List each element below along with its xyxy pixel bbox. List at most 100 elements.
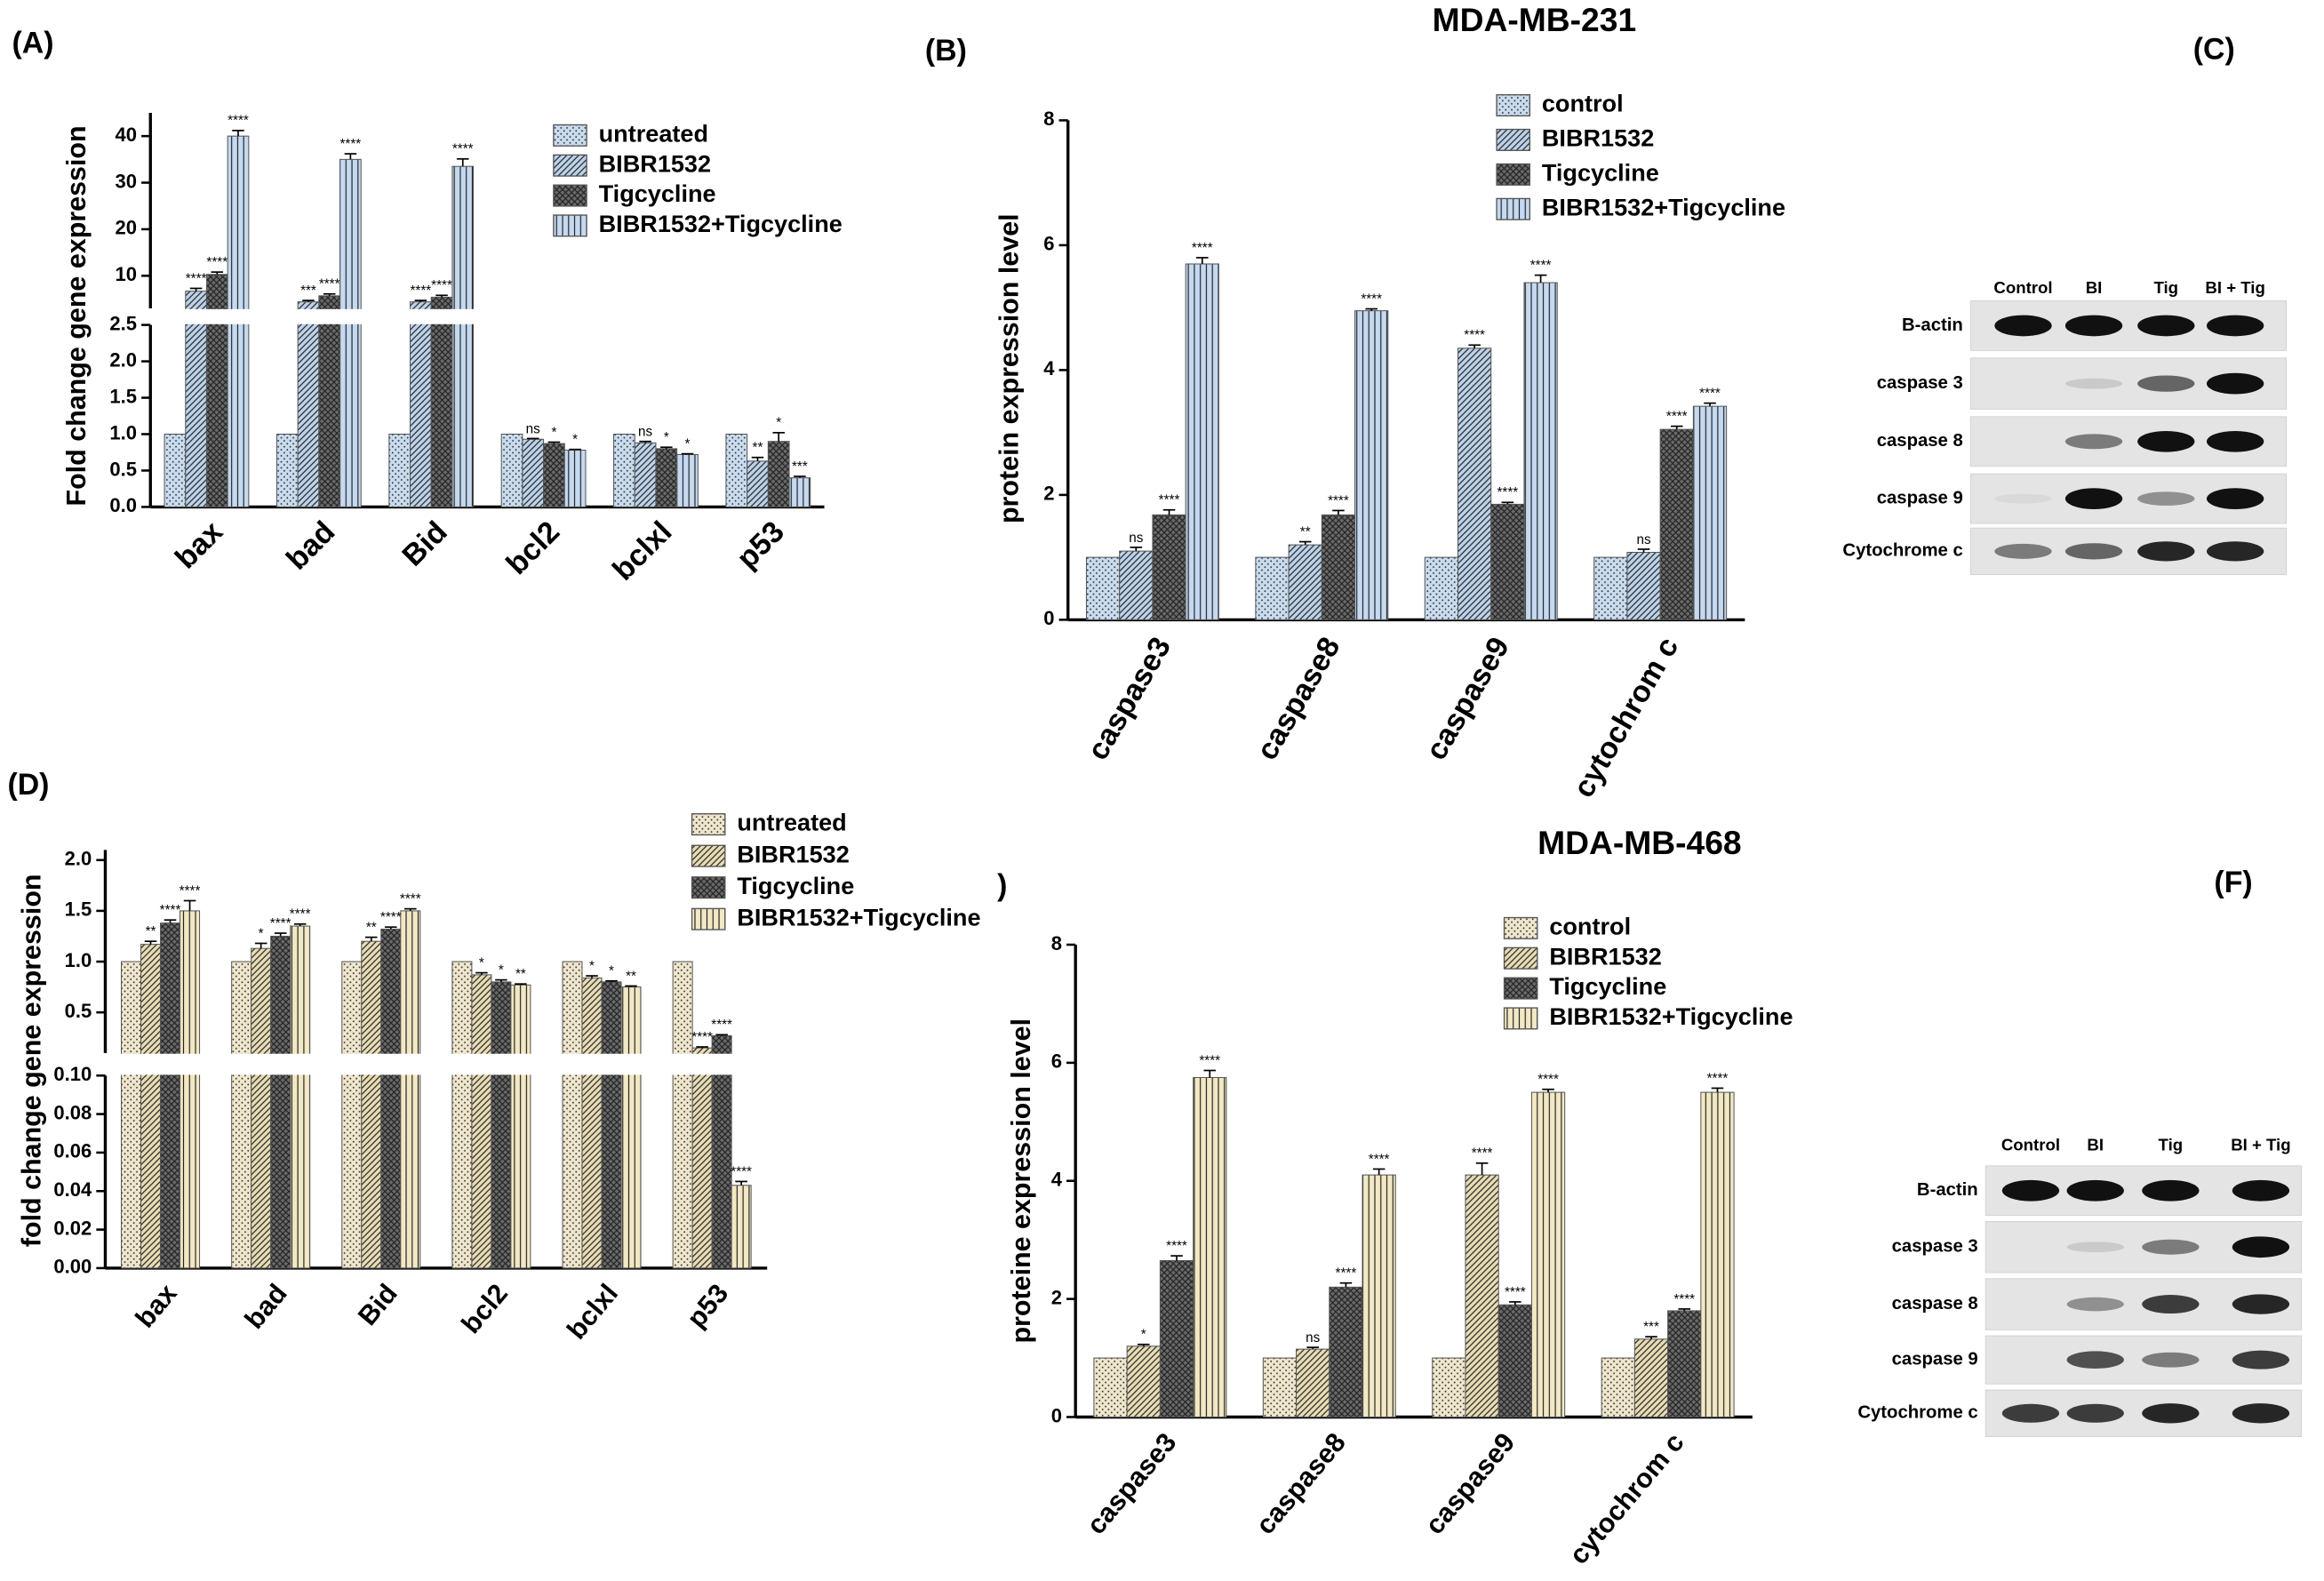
blot-band (2137, 541, 2195, 562)
y-tick-label: 0 (1043, 607, 1054, 629)
significance-label: ns (1306, 1330, 1320, 1345)
significance-label: ** (366, 920, 377, 935)
legend-label: BIBR1532+Tigcycline (737, 903, 980, 930)
blot-band (1994, 493, 2052, 504)
significance-label: **** (1530, 258, 1552, 273)
significance-label: ** (753, 441, 763, 456)
y-tick-label: 4 (1051, 1169, 1063, 1191)
significance-label: **** (290, 907, 311, 922)
legend-label: BIBR1532+Tigcycline (599, 210, 843, 237)
y-tick-label: 0.5 (65, 1000, 92, 1022)
significance-label: * (572, 433, 578, 448)
bar (747, 460, 769, 507)
significance-label: **** (270, 916, 291, 931)
blot-band (2064, 434, 2123, 450)
significance-label: ** (515, 967, 526, 982)
y-tick-label: 8 (1043, 108, 1054, 130)
blot-band (2137, 375, 2195, 392)
y-tick-label: 2.0 (65, 848, 92, 870)
blot-band (2142, 1403, 2200, 1424)
bar (672, 961, 693, 1269)
significance-label: **** (431, 278, 452, 293)
y-tick-label: 2 (1051, 1286, 1062, 1308)
blot-band (2066, 1351, 2124, 1369)
bar (767, 441, 790, 507)
blot-band (2066, 1242, 2124, 1253)
significance-label: * (776, 416, 781, 431)
bar (1465, 1174, 1499, 1418)
blot-band (2206, 488, 2264, 509)
significance-label: **** (1361, 291, 1382, 307)
blot-column-label: BI + Tig (2205, 278, 2264, 297)
bar (510, 984, 531, 1269)
x-tick-label: bax (169, 515, 229, 575)
bar (1321, 514, 1356, 620)
x-tick-label: caspase8 (1250, 632, 1346, 766)
bar (1119, 550, 1154, 620)
y-axis-label: fold change gene expression (16, 874, 46, 1247)
bar (1497, 1304, 1532, 1418)
bar (471, 974, 492, 1269)
x-tick-label: bad (239, 1278, 293, 1334)
bar (581, 977, 603, 1269)
blot-band (2232, 1350, 2290, 1369)
bar (543, 443, 565, 507)
bar (1159, 1259, 1194, 1418)
blot-band (2137, 430, 2195, 452)
legend-swatch (691, 876, 726, 899)
bar (613, 433, 635, 507)
panel-label: (A) (12, 27, 54, 60)
y-tick-label: 0.06 (53, 1140, 92, 1162)
significance-label: **** (186, 271, 207, 286)
significance-label: **** (380, 910, 402, 925)
y-tick-label: 1.5 (109, 385, 137, 407)
x-tick-label: Bid (395, 515, 453, 572)
blot-band (2137, 491, 2195, 506)
x-tick-label: bcl2 (456, 1278, 514, 1339)
bar (1152, 514, 1186, 620)
panel-label: (D) (7, 768, 49, 802)
bar (1296, 1348, 1330, 1418)
y-tick-label: 6 (1043, 233, 1054, 255)
blot-column-label: Control (2001, 1136, 2060, 1154)
significance-label: **** (1166, 1239, 1187, 1254)
blot-row-label: caspase 3 (1892, 1237, 1978, 1257)
y-tick-label: 8 (1051, 932, 1062, 954)
blot-column-label: Tig (2159, 1136, 2184, 1154)
significance-label: ** (1300, 524, 1311, 539)
blot-row-label: Cytochrome c (1857, 1403, 1977, 1423)
bar (1262, 1357, 1298, 1418)
significance-label: * (664, 430, 669, 445)
legend-label: Tigcycline (1542, 159, 1659, 187)
significance-label: **** (1537, 1073, 1559, 1088)
bar (1593, 556, 1628, 620)
legend-label: untreated (737, 809, 846, 836)
x-tick-label: Bid (352, 1278, 403, 1330)
significance-label: **** (731, 1164, 752, 1179)
blot-band (2206, 541, 2264, 562)
bar (562, 961, 583, 1269)
y-tick-label: 0.08 (53, 1101, 92, 1123)
y-tick-label: 0.00 (53, 1256, 92, 1278)
blot-row-label: caspase 9 (1877, 488, 1963, 507)
y-tick-label: 0.10 (53, 1063, 92, 1085)
legend-swatch (1503, 916, 1538, 939)
x-tick-label: caspase8 (1250, 1427, 1352, 1540)
y-axis-label: protein expression level (994, 213, 1024, 523)
blot-band (2064, 378, 2123, 389)
significance-label: **** (1666, 409, 1688, 424)
panel-label: (C) (2193, 32, 2235, 66)
legend-swatch (691, 813, 726, 836)
bar (451, 961, 473, 1269)
x-tick-label: p53 (681, 1278, 734, 1333)
bar (1667, 1310, 1702, 1418)
y-axis-label: Fold change gene expression (61, 125, 92, 506)
x-tick-label: bax (130, 1278, 183, 1333)
legend-label: control (1542, 90, 1624, 117)
significance-label: ** (146, 924, 156, 939)
blot-band (2142, 1352, 2200, 1368)
significance-label: *** (1643, 1320, 1659, 1335)
bar (1329, 1286, 1363, 1418)
x-tick-label: caspase9 (1419, 632, 1516, 766)
